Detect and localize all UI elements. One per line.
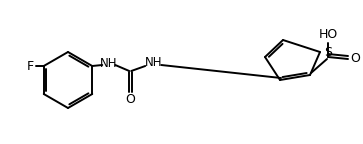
Text: NH: NH xyxy=(99,57,117,71)
Text: S: S xyxy=(324,46,332,58)
Text: O: O xyxy=(125,93,135,107)
Text: O: O xyxy=(350,53,360,66)
Text: NH: NH xyxy=(144,56,162,70)
Text: HO: HO xyxy=(318,28,338,40)
Text: F: F xyxy=(27,59,34,72)
